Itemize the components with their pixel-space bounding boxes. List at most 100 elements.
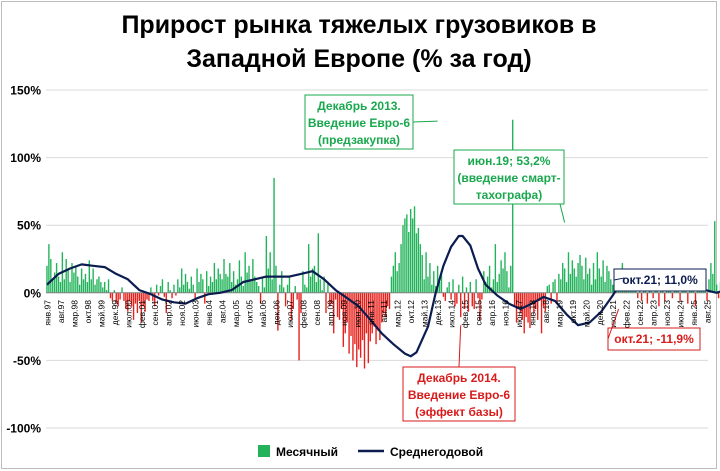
bar [57,276,60,293]
bar [600,276,602,293]
annotation-jun-2019-text: июн.19; 53,2% [468,154,551,168]
bar [279,284,281,293]
bar [664,292,666,301]
bar [80,268,83,293]
x-tick-label: сен.22 [635,300,645,326]
x-tick-label: окт.12 [406,300,416,324]
bar [152,292,154,301]
annotation-leader [412,120,438,123]
gridlines [46,89,708,429]
bar [248,265,250,293]
bar [454,292,456,307]
bar [304,284,306,293]
bar [144,292,146,312]
annotation-jun-2019-text: (введение смарт- [457,171,560,185]
bar [52,279,54,293]
bar [117,292,119,307]
y-tick-label: 150% [10,84,41,98]
bar [687,292,689,304]
y-tick-label: 0% [24,286,42,300]
bar [325,292,327,314]
bar [608,271,610,293]
bar [460,292,462,318]
x-tick-label: фев.22 [622,300,632,328]
bar [377,292,379,331]
legend: Месячный Среднегодовой [258,445,483,459]
bar [134,292,137,304]
bar [475,279,477,293]
bar [587,273,589,293]
bar [288,276,291,293]
bar [479,292,481,320]
bar [223,259,225,293]
bar [121,287,123,293]
bar [537,292,539,320]
bar [53,272,56,293]
x-tick-label: окт.98 [83,300,93,324]
bar [163,292,166,297]
bar [402,225,404,293]
bar [481,292,483,300]
bar [640,292,643,301]
bar [221,279,223,293]
bar [413,206,416,293]
x-tick-label: май.13 [420,300,430,327]
bar [708,279,710,293]
bar [579,254,581,293]
x-tick-label: янв.18 [527,300,537,326]
bar [531,292,533,304]
bar [290,292,293,320]
bar [331,292,333,304]
bar [567,252,570,293]
bar [77,276,79,293]
bar [356,292,358,368]
bar [71,263,73,293]
x-tick-label: сен.15 [474,300,484,326]
bar [363,292,366,369]
x-tick-label: авг.04 [218,300,228,323]
x-tick-label: мар.12 [393,300,403,327]
x-tick-label: май.99 [96,300,106,327]
bar [127,292,129,312]
bar [125,292,127,310]
bar [315,281,318,293]
bar [486,276,489,293]
bar [142,292,144,307]
bar [446,287,448,293]
annotation-dec-2014-box [402,366,516,422]
annotation-leader [607,308,620,340]
bar [467,292,470,312]
bar [521,292,523,320]
bar [282,287,285,293]
bar [69,281,71,293]
bar [554,279,556,293]
bar [146,292,148,300]
bar [59,281,62,293]
x-tick-label: янв.04 [204,300,214,326]
bar [173,284,175,293]
bar [448,281,450,293]
x-tick-label: июл.14 [447,300,457,328]
bar [132,292,135,320]
bar [140,292,142,323]
bar [706,292,708,301]
x-tick-label: дек.99 [110,300,120,325]
x-tick-label: апр.23 [649,300,659,326]
bar [348,292,350,354]
bar [383,292,385,314]
bar [450,292,452,300]
x-tick-label: авг.11 [379,300,389,323]
x-tick-label: апр.02 [164,300,174,326]
annotation-dec-2013-text: Декабрь 2013. [317,99,401,113]
bar [612,284,614,293]
x-tick-label: окт.05 [245,300,255,324]
bar [390,276,393,293]
bar [138,292,141,301]
bar [155,284,158,293]
bar [404,218,406,293]
bar [284,292,287,307]
bar [257,286,260,293]
bar [298,292,300,361]
bar [84,273,87,293]
bar [510,265,512,293]
